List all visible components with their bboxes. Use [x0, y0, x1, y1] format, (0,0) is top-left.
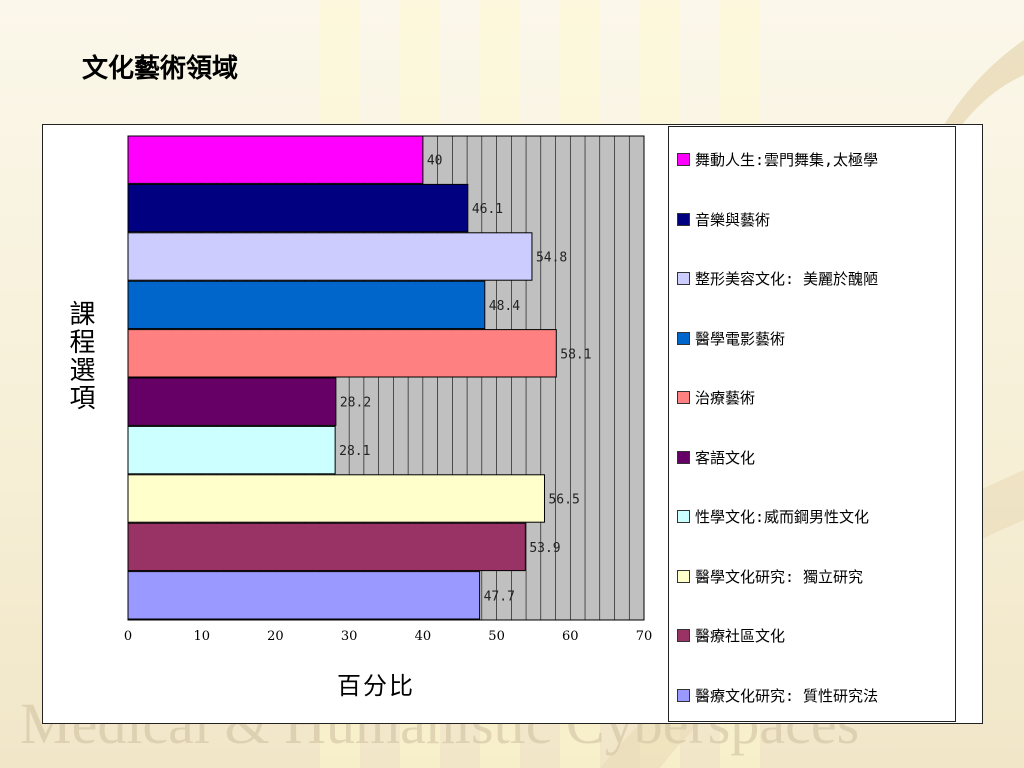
chart-legend: 舞動人生:雲門舞集,太極學 音樂與藝術整形美容文化: 美麗於醜陋 醫學電影藝術 治療藝…	[668, 126, 956, 722]
bar	[127, 280, 486, 330]
legend-swatch	[677, 629, 690, 642]
legend-swatch	[677, 450, 690, 464]
x-tick-label: 20	[267, 629, 284, 644]
bar	[127, 571, 481, 620]
bar	[127, 183, 469, 233]
legend-label: 性學文化:威而鋼男性文化	[695, 508, 870, 526]
legend-label: 醫學文化研究: 獨立研究	[695, 567, 864, 586]
legend-swatch	[677, 688, 690, 702]
legend-label: 醫療社區文化	[695, 627, 786, 645]
x-tick-label: 10	[193, 629, 210, 644]
x-axis-title: 百分比	[337, 672, 415, 700]
legend-swatch	[677, 212, 690, 226]
legend-label: 客語文化	[695, 448, 756, 467]
data-label: 46.1	[472, 202, 503, 217]
y-axis-title: 課程選項	[65, 300, 95, 412]
bar	[127, 522, 526, 572]
legend-swatch	[677, 391, 690, 404]
x-tick-label: 0	[124, 629, 132, 644]
legend-item: 音樂與藝術	[677, 209, 770, 230]
data-label: 28.1	[339, 444, 370, 459]
data-label: 56.5	[548, 493, 579, 508]
x-tick-label: 40	[415, 629, 432, 644]
bar	[127, 425, 336, 475]
legend-swatch	[677, 569, 690, 583]
bar	[127, 135, 424, 184]
plot-border	[127, 135, 645, 621]
legend-label: 舞動人生:雲門舞集,太極學	[695, 151, 879, 169]
legend-label: 音樂與藝術	[695, 210, 771, 229]
x-tick-label: 50	[488, 629, 505, 644]
data-label: 53.9	[529, 541, 560, 556]
legend-swatch	[677, 272, 690, 285]
legend-item: 醫學文化研究: 獨立研究	[677, 566, 863, 587]
legend-swatch	[677, 331, 690, 345]
x-tick-label: 60	[562, 629, 579, 644]
legend-item: 舞動人生:雲門舞集,太極學	[677, 149, 878, 170]
data-label: 28.2	[340, 396, 371, 411]
legend-item: 客語文化	[677, 447, 755, 468]
data-label: 58.1	[560, 347, 591, 362]
data-label: 40	[427, 154, 443, 169]
data-label: 48.4	[489, 299, 520, 314]
data-label: 54.8	[536, 251, 567, 266]
bar	[127, 377, 337, 426]
bar	[127, 232, 533, 281]
legend-item: 整形美容文化: 美麗於醜陋	[677, 268, 878, 289]
legend-label: 整形美容文化: 美麗於醜陋	[695, 270, 879, 288]
legend-label: 治療藝術	[695, 389, 756, 407]
legend-label: 醫學電影藝術	[695, 329, 786, 348]
page-title: 文化藝術領域	[82, 54, 239, 84]
bar	[127, 329, 557, 378]
bar	[127, 474, 545, 523]
legend-item: 醫學電影藝術	[677, 328, 785, 349]
legend-item: 性學文化:威而鋼男性文化	[677, 506, 869, 527]
bar-chart: 40 46.1 54.8 48.4 58.1 28.2 28.1 56.5 53.9 47.7 0 1…	[124, 135, 653, 644]
x-tick-label: 30	[341, 629, 358, 644]
legend-item: 治療藝術	[677, 387, 755, 408]
legend-swatch	[677, 153, 690, 166]
legend-swatch	[677, 510, 690, 523]
data-label: 47.7	[484, 589, 515, 604]
legend-item: 醫療社區文化	[677, 625, 785, 646]
legend-label: 醫療文化研究: 質性研究法	[695, 686, 879, 705]
legend-item: 醫療文化研究: 質性研究法	[677, 685, 878, 706]
x-tick-label: 70	[636, 629, 653, 644]
